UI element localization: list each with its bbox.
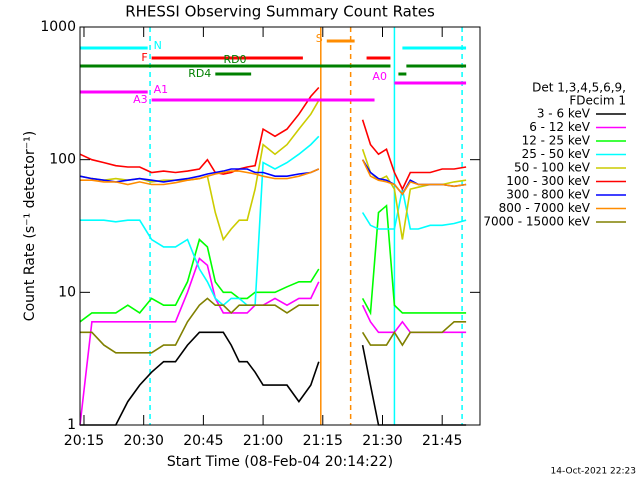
series-line [361,119,467,191]
x-tick-label: 21:00 [243,433,283,449]
series-line [80,135,320,307]
series-line [361,188,467,230]
series-line [361,304,467,334]
x-tick-label: 20:15 [64,433,104,449]
legend-label: 12 - 25 keV [522,134,591,148]
series-line [361,320,467,347]
legend-label: 50 - 100 keV [514,161,591,175]
series-line [80,331,320,426]
flag-label: A1 [154,83,169,96]
series-line [80,168,320,186]
legend-label: 800 - 7000 keV [499,201,591,215]
legend-label: 7000 - 15000 keV [483,215,590,229]
legend-title: Det 1,3,4,5,6,9, [532,81,626,95]
legend-label: 100 - 300 keV [506,174,590,188]
y-tick-label: 1 [67,417,76,433]
flag-label: S [316,32,323,45]
timestamp: 14-Oct-2021 22:23 [551,467,636,477]
x-tick-label: 21:45 [422,433,462,449]
y-tick-label: 10 [58,284,76,300]
legend-label: 6 - 12 keV [529,120,591,134]
y-axis-label: Count Rate (s⁻¹ detector⁻¹) [22,131,38,321]
legend-label: 300 - 800 keV [506,188,590,202]
x-axis-label: Start Time (08-Feb-04 20:14:22) [167,454,393,470]
flag-label: A3 [133,93,148,106]
x-tick-label: 21:30 [362,433,402,449]
chart-title: RHESSI Observing Summary Count Rates [125,3,435,21]
x-tick-label: 20:45 [183,433,223,449]
x-tick-label: 20:30 [124,433,164,449]
x-tick-label: 21:15 [303,433,343,449]
y-tick-label: 1000 [40,19,76,35]
series-line [79,238,320,323]
flag-label: RD4 [188,67,211,80]
series-line [361,159,467,196]
flag-label: F [141,51,147,64]
legend-title: FDecim 1 [569,94,626,108]
legend-label: 25 - 50 keV [522,147,591,161]
flag-label: N [154,39,162,52]
y-tick-label: 100 [49,152,76,168]
flag-label: A0 [372,70,387,83]
flag-label: RD0 [223,53,246,66]
series-line [79,257,320,426]
series-line [79,168,320,183]
series-line [80,297,319,354]
legend-label: 3 - 6 keV [537,107,591,121]
series-line [79,86,320,175]
plot-frame [79,26,481,426]
